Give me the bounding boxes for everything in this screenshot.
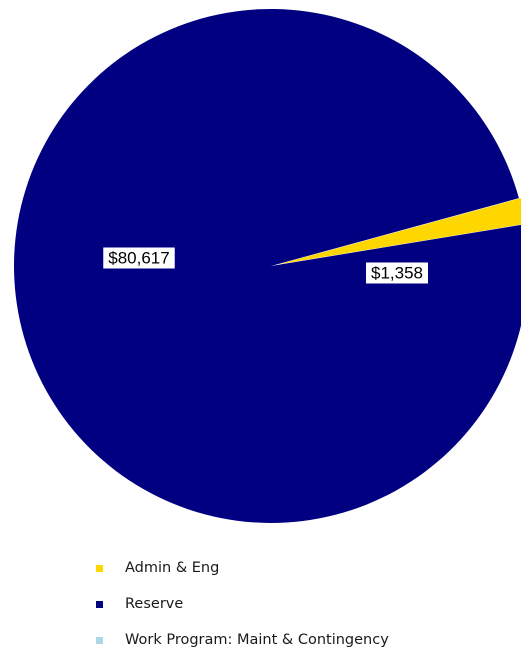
legend-swatch-reserve xyxy=(96,600,103,608)
data-label-admin-eng: $1,358 xyxy=(366,262,428,284)
legend-swatch-admin-eng xyxy=(96,564,103,572)
legend: Admin & Eng Reserve Work Program: Maint … xyxy=(96,558,389,666)
svg-text:$1,358: $1,358 xyxy=(371,264,423,283)
legend-swatch-work-program xyxy=(96,636,103,644)
pie-chart: $1,358 $80,617 xyxy=(14,9,521,523)
data-label-reserve: $80,617 xyxy=(103,247,175,269)
legend-item-work-program: Work Program: Maint & Contingency xyxy=(96,630,389,650)
legend-item-admin-eng: Admin & Eng xyxy=(96,558,389,578)
legend-label-work-program: Work Program: Maint & Contingency xyxy=(125,632,389,648)
pie-slice-admin-eng xyxy=(278,198,521,265)
svg-text:$80,617: $80,617 xyxy=(108,249,169,268)
legend-item-reserve: Reserve xyxy=(96,594,389,614)
legend-label-reserve: Reserve xyxy=(125,596,184,612)
legend-label-admin-eng: Admin & Eng xyxy=(125,560,220,576)
pie-slice-reserve xyxy=(14,9,521,523)
